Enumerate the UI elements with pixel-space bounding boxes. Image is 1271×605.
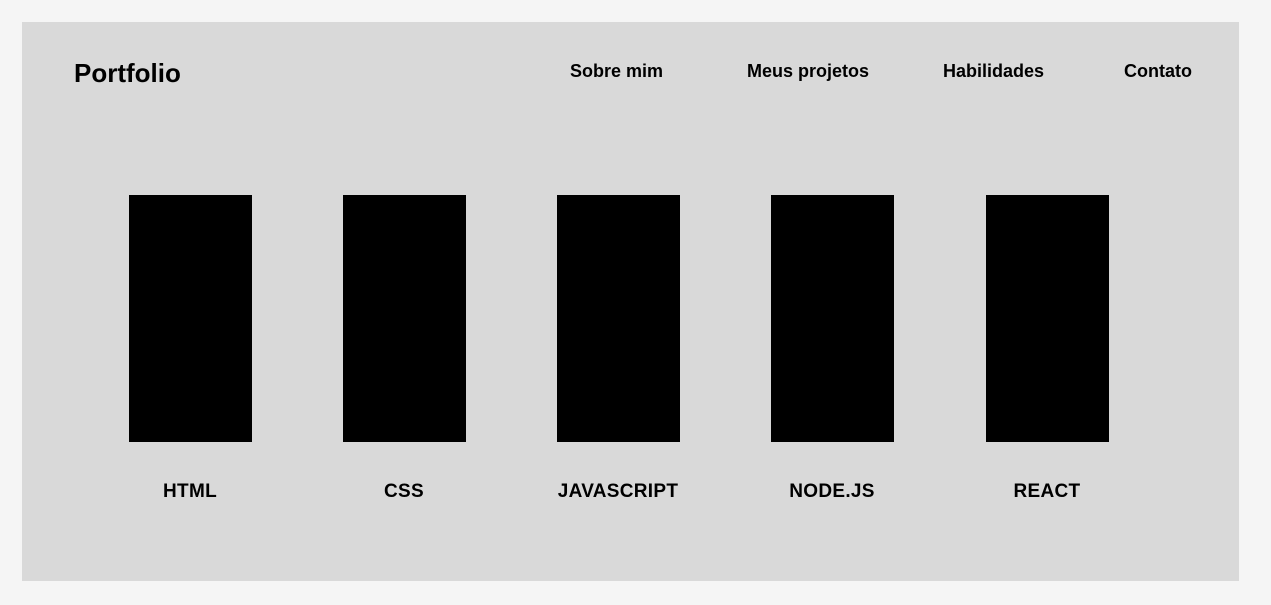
skill-card-javascript: JAVASCRIPT bbox=[533, 195, 703, 505]
skill-card-html: HTML bbox=[105, 195, 275, 505]
brand-title: Portfolio bbox=[74, 58, 181, 88]
skill-label: CSS bbox=[384, 481, 424, 502]
skill-image-placeholder bbox=[771, 195, 894, 442]
skill-card-nodejs: NODE.JS bbox=[747, 195, 917, 505]
skill-label: HTML bbox=[163, 481, 217, 502]
skill-label: JAVASCRIPT bbox=[557, 481, 679, 502]
skill-image-placeholder bbox=[557, 195, 680, 442]
skill-card-react: REACT bbox=[962, 195, 1132, 505]
nav-link-contato[interactable]: Contato bbox=[1124, 61, 1192, 81]
nav-link-meus-projetos[interactable]: Meus projetos bbox=[747, 61, 870, 81]
skill-label: REACT bbox=[1013, 481, 1081, 502]
skill-card-css: CSS bbox=[319, 195, 489, 505]
skill-label: NODE.JS bbox=[789, 481, 875, 502]
nav-link-habilidades[interactable]: Habilidades bbox=[943, 61, 1045, 81]
skill-image-placeholder bbox=[986, 195, 1109, 442]
nav-link-sobre-mim[interactable]: Sobre mim bbox=[570, 61, 664, 81]
skill-image-placeholder bbox=[343, 195, 466, 442]
portfolio-section: Portfolio Sobre mim Meus projetos Habili… bbox=[22, 22, 1239, 581]
skill-image-placeholder bbox=[129, 195, 252, 442]
